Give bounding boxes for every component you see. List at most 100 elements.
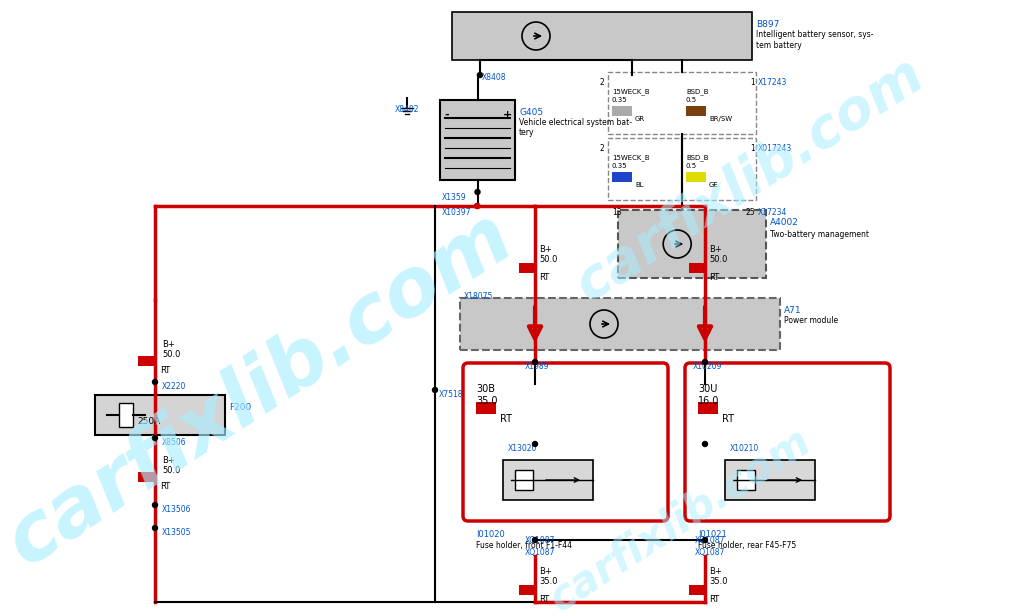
- Text: carfixlib.com: carfixlib.com: [542, 420, 818, 613]
- Text: B+: B+: [162, 340, 175, 349]
- Text: X2220: X2220: [162, 382, 186, 391]
- Bar: [460, 298, 780, 350]
- Circle shape: [702, 359, 708, 365]
- Text: tem battery: tem battery: [756, 41, 802, 50]
- Circle shape: [153, 435, 158, 441]
- Circle shape: [474, 204, 479, 208]
- Text: I01020: I01020: [476, 530, 505, 539]
- Text: 50.0: 50.0: [162, 350, 180, 359]
- Text: X8408: X8408: [482, 73, 507, 82]
- Text: B+: B+: [539, 567, 552, 576]
- Text: B897: B897: [756, 20, 779, 29]
- Circle shape: [477, 72, 482, 77]
- Circle shape: [532, 441, 538, 446]
- Bar: [686, 106, 706, 116]
- Text: X7518: X7518: [439, 390, 464, 399]
- Text: X017243: X017243: [758, 144, 793, 153]
- Text: Vehicle electrical system bat-: Vehicle electrical system bat-: [519, 118, 632, 127]
- Text: X1989: X1989: [525, 362, 550, 371]
- Text: X18075: X18075: [464, 292, 494, 301]
- Bar: [618, 210, 766, 278]
- Text: RT: RT: [722, 414, 734, 424]
- Text: RT: RT: [160, 366, 170, 375]
- Circle shape: [475, 204, 480, 208]
- Text: Two-battery management: Two-battery management: [770, 230, 869, 239]
- Text: B+: B+: [709, 245, 722, 254]
- Text: 2: 2: [600, 144, 605, 153]
- Text: X13505: X13505: [162, 528, 191, 537]
- Text: X8402: X8402: [395, 105, 420, 114]
- Text: 0.5: 0.5: [686, 163, 697, 169]
- Text: BSD_B: BSD_B: [686, 154, 709, 161]
- Text: 15WECK_B: 15WECK_B: [612, 154, 649, 161]
- Bar: [737, 470, 755, 490]
- Text: 35.0: 35.0: [709, 577, 727, 586]
- Circle shape: [702, 538, 708, 543]
- Text: Power module: Power module: [784, 316, 838, 325]
- Text: -: -: [444, 110, 449, 120]
- Bar: [519, 585, 537, 595]
- Text: XQ1087: XQ1087: [525, 548, 555, 557]
- Bar: [119, 403, 133, 427]
- Text: X17243: X17243: [758, 78, 787, 87]
- Text: A4002: A4002: [770, 218, 799, 227]
- Text: 50.0: 50.0: [539, 255, 557, 264]
- Text: GR: GR: [635, 116, 645, 122]
- Text: X1359: X1359: [442, 193, 467, 202]
- Circle shape: [475, 189, 480, 194]
- Text: Fuse holder, rear F45-F75: Fuse holder, rear F45-F75: [698, 541, 797, 550]
- Text: X10210: X10210: [730, 444, 759, 453]
- Bar: [725, 460, 815, 500]
- Text: B+: B+: [162, 456, 175, 465]
- Text: Intelligent battery sensor, sys-: Intelligent battery sensor, sys-: [756, 30, 873, 39]
- Circle shape: [153, 379, 158, 384]
- Text: 30B: 30B: [476, 384, 495, 394]
- Text: RT: RT: [160, 482, 170, 491]
- Bar: [519, 263, 537, 273]
- Text: 50.0: 50.0: [162, 466, 180, 475]
- Text: 13: 13: [612, 208, 622, 217]
- Bar: [95, 395, 225, 435]
- Text: I01021: I01021: [698, 530, 727, 539]
- Text: 250A: 250A: [137, 417, 160, 426]
- Text: 0.35: 0.35: [612, 163, 628, 169]
- Circle shape: [153, 525, 158, 530]
- Text: Fuse holder, front F1-F44: Fuse holder, front F1-F44: [476, 541, 572, 550]
- Text: RT: RT: [539, 595, 549, 604]
- Bar: [698, 402, 718, 414]
- Bar: [612, 172, 632, 182]
- Text: GE: GE: [709, 182, 719, 188]
- Text: X10209: X10209: [693, 362, 722, 371]
- Text: tery: tery: [519, 128, 535, 137]
- Circle shape: [532, 538, 538, 543]
- Bar: [503, 460, 593, 500]
- Text: 16.0: 16.0: [698, 396, 720, 406]
- Text: 2: 2: [600, 78, 605, 87]
- Text: RT: RT: [709, 595, 719, 604]
- Text: XQ1087: XQ1087: [695, 536, 725, 545]
- Circle shape: [432, 387, 437, 392]
- Circle shape: [702, 441, 708, 446]
- Bar: [138, 472, 156, 482]
- Text: B+: B+: [539, 245, 552, 254]
- Text: G405: G405: [519, 108, 543, 117]
- Bar: [686, 172, 706, 182]
- Text: BR/SW: BR/SW: [709, 116, 732, 122]
- Bar: [608, 138, 756, 200]
- Bar: [689, 263, 707, 273]
- Text: 0.5: 0.5: [686, 97, 697, 103]
- Text: RT: RT: [539, 273, 549, 282]
- Text: carfixlib.com: carfixlib.com: [565, 47, 934, 313]
- Bar: [138, 356, 156, 366]
- Text: carfixlib.com: carfixlib.com: [0, 197, 527, 582]
- Bar: [612, 106, 632, 116]
- Text: BL: BL: [635, 182, 644, 188]
- Text: 0.35: 0.35: [612, 97, 628, 103]
- Text: X13506: X13506: [162, 505, 191, 514]
- Bar: [515, 470, 534, 490]
- Text: 15WECK_B: 15WECK_B: [612, 88, 649, 95]
- Text: X17234: X17234: [758, 208, 787, 217]
- Text: X13020: X13020: [508, 444, 538, 453]
- Text: 25: 25: [746, 208, 756, 217]
- Bar: [689, 585, 707, 595]
